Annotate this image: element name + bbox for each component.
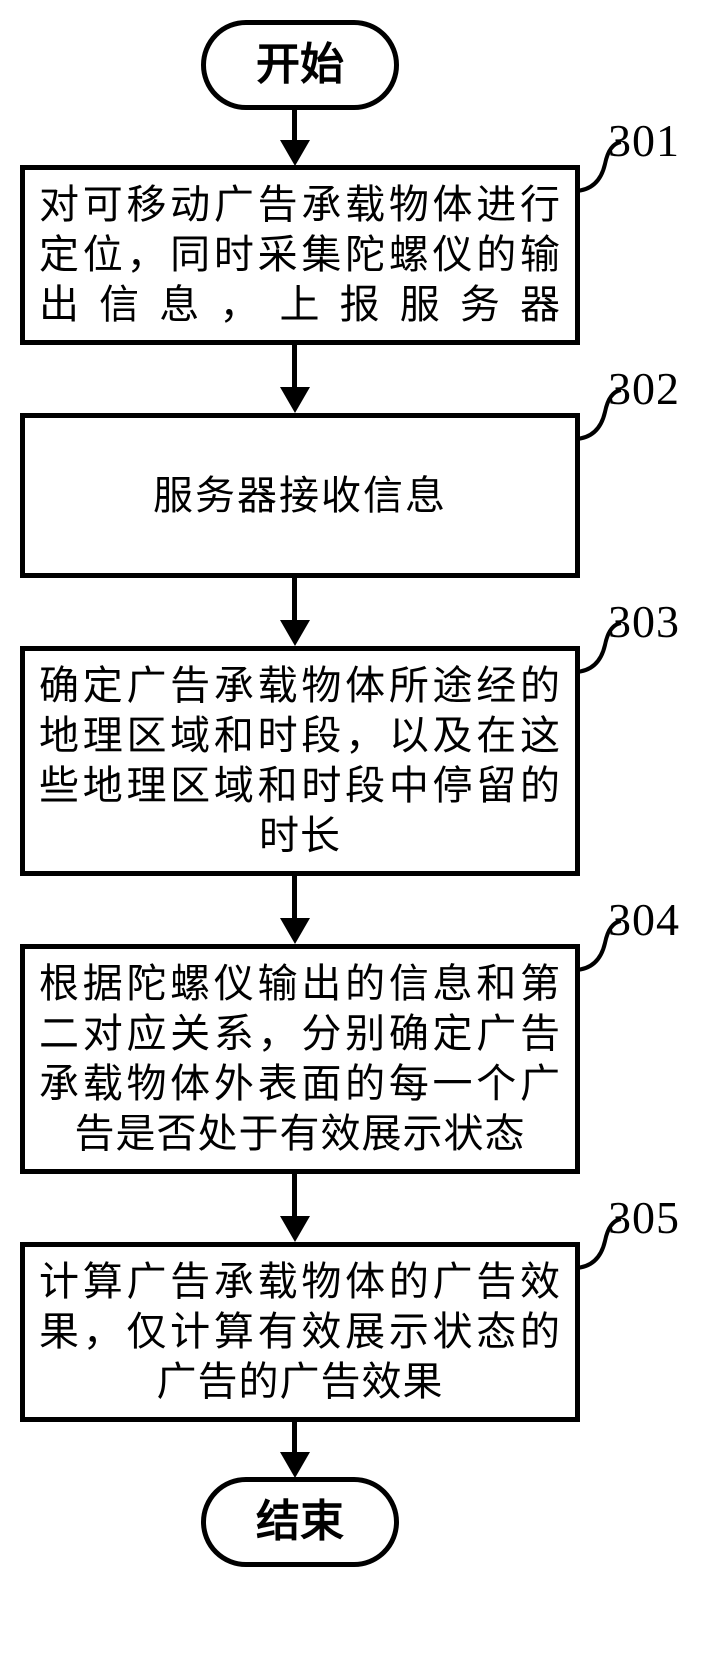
end-terminal-wrap: 结束 (0, 1477, 685, 1567)
end-terminal: 结束 (201, 1477, 399, 1567)
process-step-305: 305 计算广告承载物体的广告效果，仅计算有效展示状态的广告的广告效果 (20, 1242, 580, 1422)
process-step-301: 301 对可移动广告承载物体进行定位，同时采集陀螺仪的输出信息，上报服务器 (20, 165, 580, 345)
process-text: 确定广告承载物体所途经的地理区域和时段，以及在这些地理区域和时段中停留的时长 (39, 663, 561, 858)
process-text: 服务器接收信息 (153, 471, 447, 521)
ref-label: 305 (608, 1189, 680, 1247)
flowchart-container: 开始 301 对可移动广告承载物体进行定位，同时采集陀螺仪的输出信息，上报服务器… (20, 20, 685, 1567)
ref-label: 302 (608, 360, 680, 418)
start-terminal: 开始 (201, 20, 399, 110)
process-text: 根据陀螺仪输出的信息和第二对应关系，分别确定广告承载物体外表面的每一个广告是否处… (39, 961, 561, 1156)
process-text: 对可移动广告承载物体进行定位，同时采集陀螺仪的输出信息，上报服务器 (39, 182, 561, 327)
process-step-302: 302 服务器接收信息 (20, 413, 580, 578)
ref-label: 301 (608, 112, 680, 170)
process-text: 计算广告承载物体的广告效果，仅计算有效展示状态的广告的广告效果 (39, 1259, 561, 1404)
start-terminal-wrap: 开始 (0, 20, 685, 110)
process-step-303: 303 确定广告承载物体所途经的地理区域和时段，以及在这些地理区域和时段中停留的… (20, 646, 580, 876)
process-step-304: 304 根据陀螺仪输出的信息和第二对应关系，分别确定广告承载物体外表面的每一个广… (20, 944, 580, 1174)
ref-label: 304 (608, 891, 680, 949)
ref-label: 303 (608, 593, 680, 651)
